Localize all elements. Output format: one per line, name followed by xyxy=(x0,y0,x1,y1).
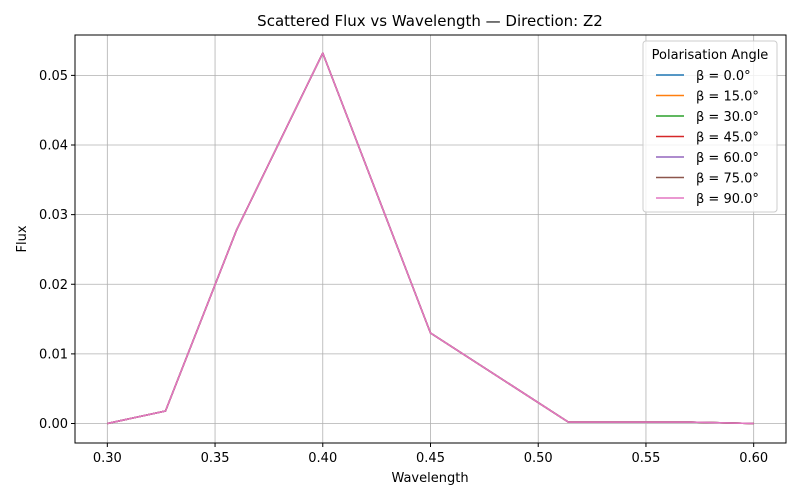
y-tick-label: 0.03 xyxy=(39,208,68,223)
y-axis-title: Flux xyxy=(15,225,30,252)
axis-ticks: 0.30 0.35 0.40 0.45 0.50 0.55 0.60 0.00 0.01 0.02… xyxy=(39,69,768,466)
series-line-6 xyxy=(107,52,754,425)
legend-label-3: β = 45.0° xyxy=(696,131,759,146)
legend-label-6: β = 90.0° xyxy=(696,192,759,207)
x-tick-label: 0.30 xyxy=(93,451,122,466)
legend-title: Polarisation Angle xyxy=(652,48,769,63)
series-lines xyxy=(107,52,754,425)
legend-label-1: β = 15.0° xyxy=(696,90,759,105)
legend-label-2: β = 30.0° xyxy=(696,110,759,125)
x-tick-label: 0.60 xyxy=(739,451,768,466)
y-tick-label: 0.04 xyxy=(39,139,68,154)
x-tick-label: 0.50 xyxy=(524,451,553,466)
legend-label-5: β = 75.0° xyxy=(696,172,759,187)
x-tick-label: 0.35 xyxy=(201,451,230,466)
x-tick-label: 0.55 xyxy=(631,451,660,466)
x-axis-title: Wavelength xyxy=(391,471,468,486)
y-tick-label: 0.02 xyxy=(39,278,68,293)
x-tick-label: 0.45 xyxy=(416,451,445,466)
x-tick-label: 0.40 xyxy=(308,451,337,466)
chart-title: Scattered Flux vs Wavelength — Direction… xyxy=(257,12,603,30)
legend: Polarisation Angle β = 0.0°β = 15.0°β = … xyxy=(642,40,778,213)
legend-label-4: β = 60.0° xyxy=(696,151,759,166)
y-tick-label: 0.01 xyxy=(39,347,68,362)
y-tick-label: 0.00 xyxy=(39,417,68,432)
y-tick-label: 0.05 xyxy=(39,69,68,84)
legend-items: β = 0.0° β = 15.0° β = 30.0° β = 45.0° β = 6… xyxy=(656,69,759,207)
legend-box xyxy=(642,40,778,213)
legend-label-0: β = 0.0° xyxy=(696,69,751,84)
grid xyxy=(75,35,786,443)
